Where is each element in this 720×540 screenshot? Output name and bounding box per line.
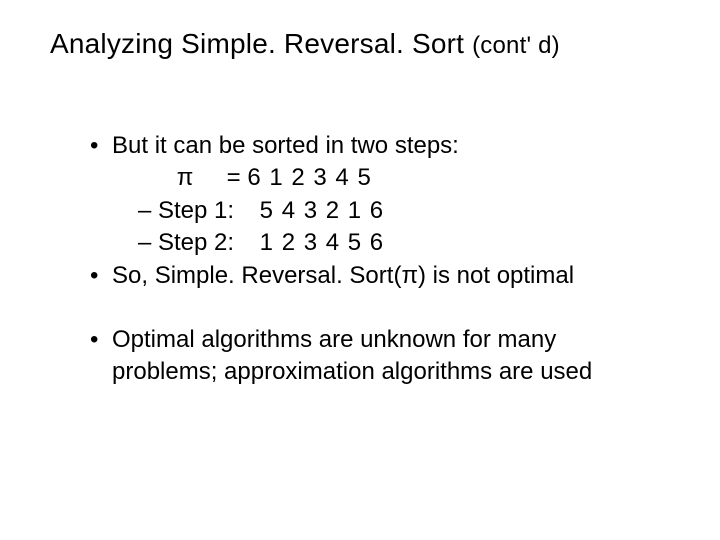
step-1-line: Step 1: 5 4 3 2 1 6 [138, 195, 670, 227]
step-2-label: Step 2: [158, 227, 253, 259]
bullet-2a: So, Simple. Reversal. Sort( [112, 262, 401, 289]
step-2-line: Step 2: 1 2 3 4 5 6 [138, 227, 670, 259]
pi-symbol: π [150, 162, 220, 194]
pi-seq: 6 1 2 3 4 5 [247, 164, 371, 191]
bullet-2: So, Simple. Reversal. Sort(π) is not opt… [90, 260, 670, 292]
pi-eq: = [220, 164, 247, 191]
pi-line: π = 6 1 2 3 4 5 [150, 162, 670, 194]
bullet-3: Optimal algorithms are unknown for many … [90, 324, 670, 389]
title-sub: (cont' d) [472, 32, 560, 59]
bullet-2b: ) is not optimal [418, 262, 574, 289]
slide-title: Analyzing Simple. Reversal. Sort (cont' … [50, 28, 670, 60]
step-2-seq: 1 2 3 4 5 6 [260, 229, 384, 256]
title-main: Analyzing Simple. Reversal. Sort [50, 28, 472, 59]
slide-body: But it can be sorted in two steps: π = 6… [90, 130, 670, 389]
spacer [90, 292, 670, 324]
step-1-seq: 5 4 3 2 1 6 [260, 197, 384, 224]
step-1-label: Step 1: [158, 195, 253, 227]
bullet-3a: Optimal algorithms are unknown for many [112, 326, 556, 353]
bullet-1: But it can be sorted in two steps: [90, 130, 670, 162]
bullet-1-text: But it can be sorted in two steps: [112, 132, 459, 159]
slide: Analyzing Simple. Reversal. Sort (cont' … [0, 0, 720, 540]
bullet-3b: problems; approximation algorithms are u… [112, 358, 592, 385]
bullet-2-pi: π [401, 262, 418, 289]
